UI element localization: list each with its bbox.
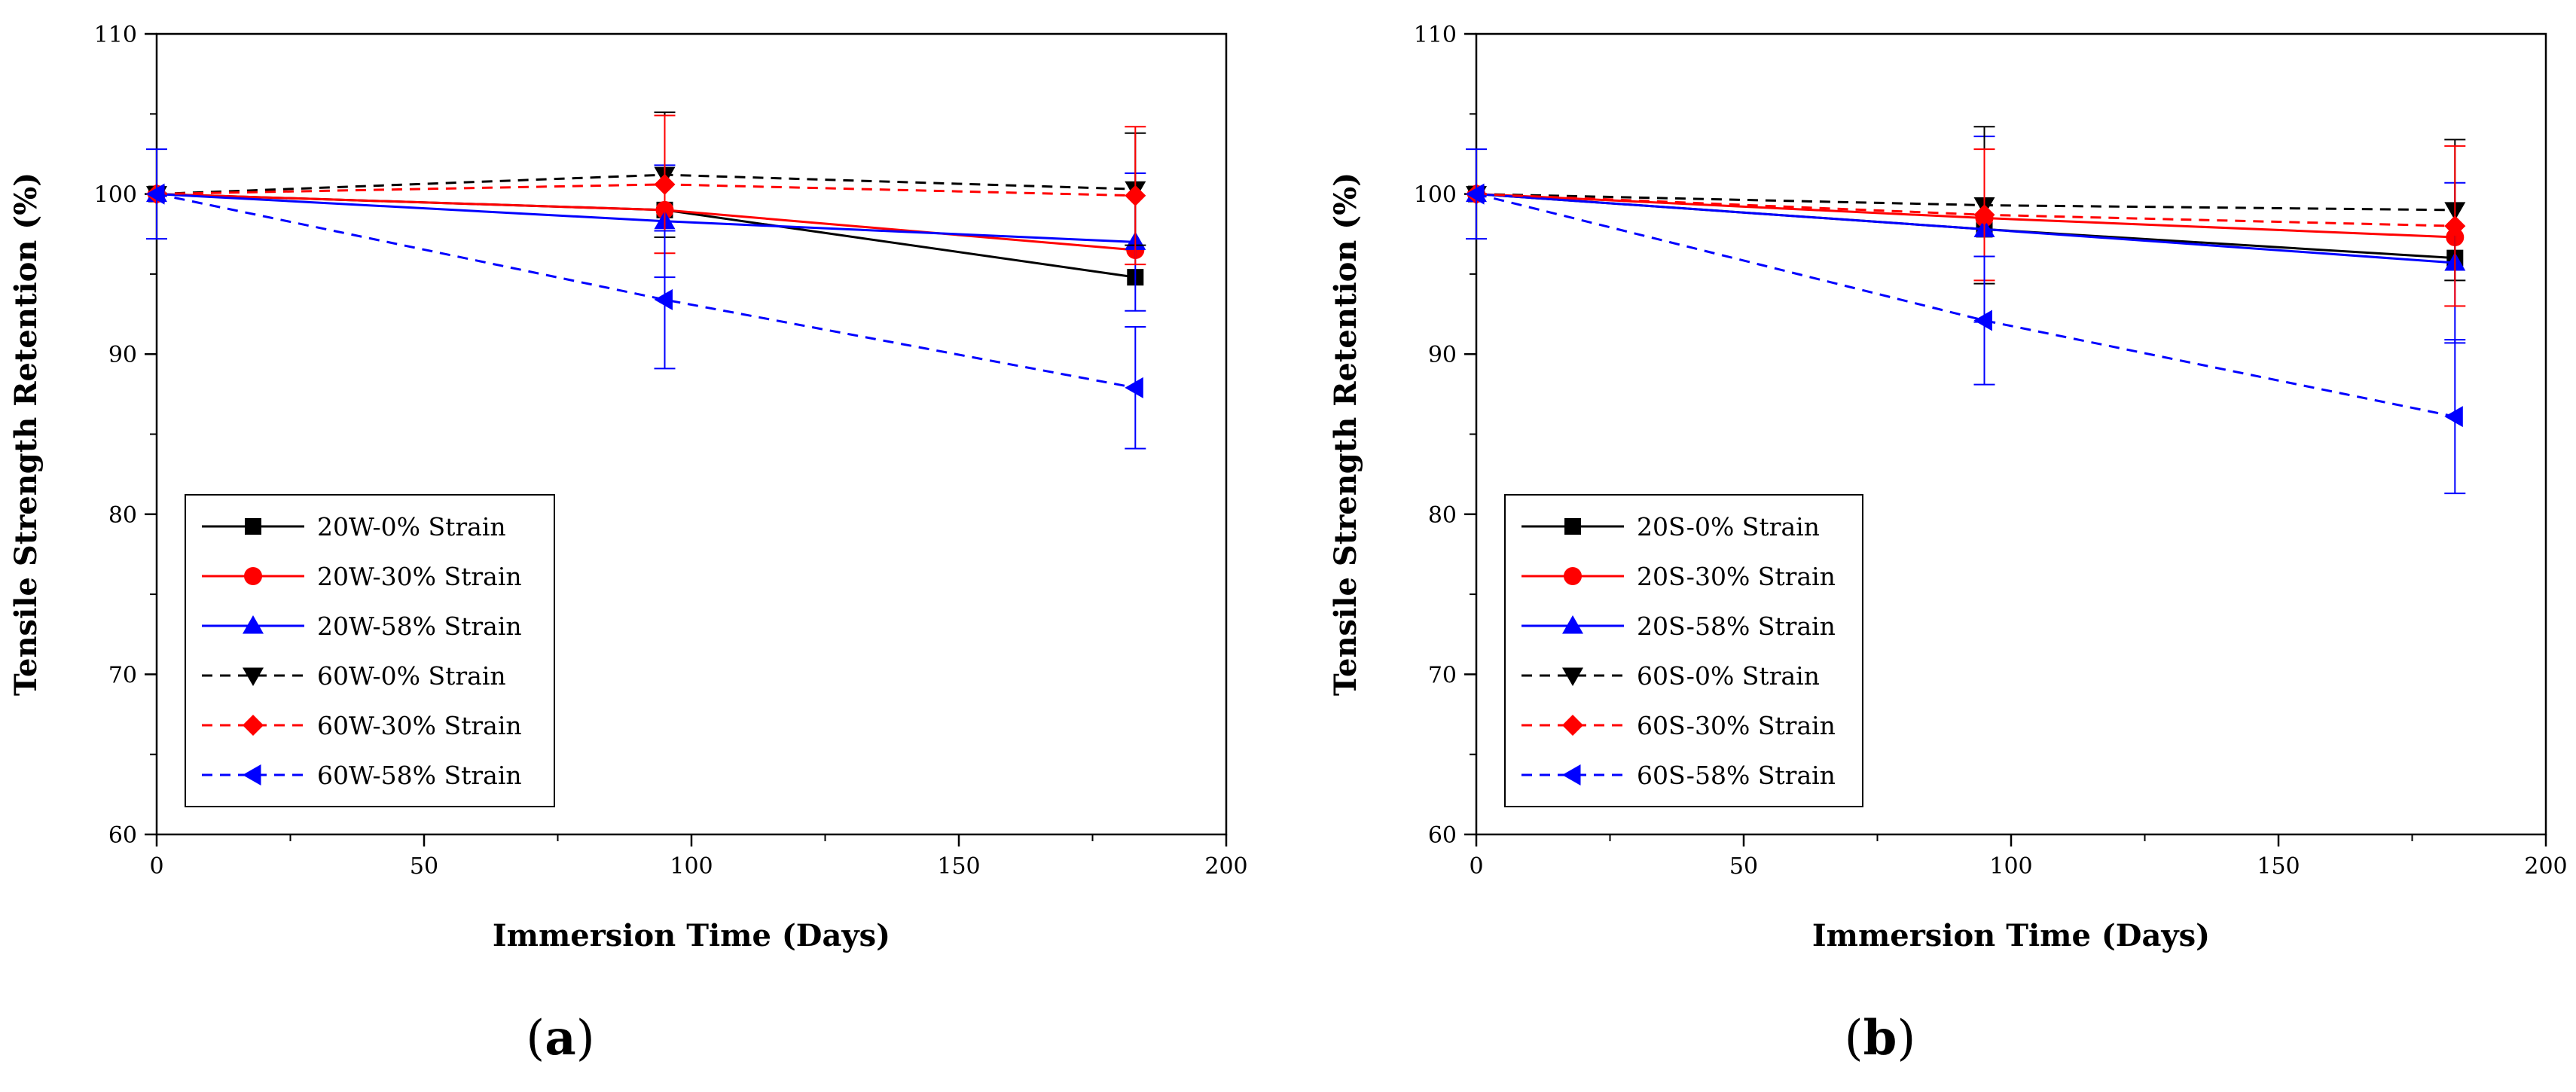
legend-label: 60W-30% Strain — [317, 711, 522, 740]
panel-caption: (b) — [1845, 1010, 1916, 1066]
legend-item-20s-0-strain: 20S-0% Strain — [1521, 512, 1820, 541]
legend-marker — [243, 615, 264, 634]
y-tick-label: 110 — [1414, 22, 1457, 48]
legend-item-20w-58-strain: 20W-58% Strain — [202, 612, 522, 641]
series-line — [1476, 193, 2455, 227]
data-point — [2444, 406, 2463, 428]
data-point — [1973, 204, 1995, 226]
legend-item-60w-58-strain: 60W-58% Strain — [202, 761, 522, 790]
legend-box — [1504, 494, 1863, 807]
legend-marker — [1562, 764, 1581, 785]
legend: 20W-0% Strain 20W-30% Strain 20W-58% Strai… — [185, 494, 555, 807]
x-tick-label: 200 — [1204, 853, 1247, 880]
legend-label: 60W-58% Strain — [317, 761, 522, 790]
legend-item-60w-30-strain: 60W-30% Strain — [202, 711, 522, 740]
legend-item-20w-30-strain: 20W-30% Strain — [202, 562, 522, 591]
y-tick-label: 100 — [1414, 182, 1457, 209]
legend-marker — [243, 764, 261, 785]
series-20w-30-strain — [148, 185, 1145, 260]
x-tick-label: 150 — [937, 853, 980, 880]
series-60w-58-strain — [146, 148, 1146, 450]
legend-box — [185, 494, 555, 807]
series-20s-0-strain — [1468, 185, 2464, 267]
legend-item-60s-58-strain: 60S-58% Strain — [1521, 761, 1836, 790]
legend-item-60s-30-strain: 60S-30% Strain — [1521, 711, 1836, 740]
legend-marker — [1562, 667, 1583, 686]
series-line — [156, 193, 1136, 243]
x-tick-label: 50 — [1729, 853, 1758, 880]
x-tick-label: 100 — [1989, 853, 2032, 880]
panel-caption: (a) — [526, 1010, 594, 1066]
legend-item-60w-0-strain: 60W-0% Strain — [202, 661, 506, 691]
series-20s-30-strain — [1467, 185, 2465, 247]
y-axis-title: Tensile Strength Retention (%) — [8, 172, 44, 696]
x-tick-label: 0 — [1469, 853, 1483, 880]
y-tick-label: 70 — [1428, 662, 1457, 688]
y-tick-label: 90 — [108, 342, 137, 368]
y-tick-label: 100 — [94, 182, 137, 209]
x-tick-label: 100 — [670, 853, 713, 880]
x-axis-title: Immersion Time (Days) — [1812, 918, 2210, 953]
legend: 20S-0% Strain 20S-30% Strain 20S-58% Strai… — [1504, 494, 1863, 807]
y-tick-label: 70 — [108, 662, 137, 688]
legend-item-60s-0-strain: 60S-0% Strain — [1521, 661, 1820, 691]
legend-marker — [243, 715, 264, 736]
series-line — [156, 193, 1136, 389]
data-point — [146, 183, 165, 205]
legend-label: 20S-58% Strain — [1637, 612, 1836, 641]
legend-label: 20S-0% Strain — [1637, 512, 1820, 541]
series-60s-30-strain — [1466, 145, 2466, 307]
chart-panel-b: 0 50 100 150 200 60 70 80 90 100 110 Immersion Time… — [1328, 22, 2568, 1066]
series-60s-58-strain — [1466, 148, 2466, 495]
series-60s-0-strain — [1466, 126, 2466, 285]
x-tick-label: 200 — [2524, 853, 2567, 880]
legend-item-20s-58-strain: 20S-58% Strain — [1521, 612, 1836, 641]
y-tick-label: 90 — [1428, 342, 1457, 368]
legend-label: 60W-0% Strain — [317, 661, 506, 691]
data-point — [2444, 215, 2466, 237]
legend-marker — [245, 518, 261, 535]
series-20s-58-strain — [1466, 136, 2466, 344]
x-tick-label: 150 — [2257, 853, 2300, 880]
legend-marker — [243, 667, 264, 686]
x-axis-title: Immersion Time (Days) — [493, 918, 890, 953]
x-tick-label: 50 — [410, 853, 438, 880]
y-axis-title: Tensile Strength Retention (%) — [1328, 172, 1363, 696]
legend-label: 20S-30% Strain — [1637, 562, 1836, 591]
legend-label: 20W-30% Strain — [317, 562, 522, 591]
legend-marker — [1562, 715, 1583, 736]
legend-label: 60S-30% Strain — [1637, 711, 1836, 740]
legend-marker — [1564, 518, 1581, 535]
data-point — [1466, 183, 1485, 205]
x-tick-label: 0 — [149, 853, 163, 880]
legend-label: 20W-0% Strain — [317, 512, 506, 541]
data-point — [1973, 310, 1992, 331]
data-point — [1125, 377, 1143, 398]
legend-item-20w-0-strain: 20W-0% Strain — [202, 512, 506, 541]
data-point — [654, 173, 676, 195]
series-60w-0-strain — [146, 111, 1146, 246]
series-60w-30-strain — [146, 114, 1146, 266]
y-tick-label: 60 — [108, 822, 137, 849]
data-point — [654, 288, 673, 310]
legend-marker — [1564, 567, 1582, 585]
chart-panel-a: 0 50 100 150 200 60 70 80 90 100 110 Immersion Time… — [8, 22, 1248, 1066]
series-line — [156, 183, 1136, 197]
legend-label: 20W-58% Strain — [317, 612, 522, 641]
legend-marker — [244, 567, 262, 585]
y-tick-label: 80 — [1428, 502, 1457, 529]
y-tick-label: 110 — [94, 22, 137, 48]
y-tick-label: 60 — [1428, 822, 1457, 849]
y-tick-label: 80 — [108, 502, 137, 529]
legend-item-20s-30-strain: 20S-30% Strain — [1521, 562, 1836, 591]
legend-label: 60S-58% Strain — [1637, 761, 1836, 790]
legend-marker — [1562, 615, 1583, 634]
legend-label: 60S-0% Strain — [1637, 661, 1820, 691]
data-point — [1125, 185, 1146, 206]
